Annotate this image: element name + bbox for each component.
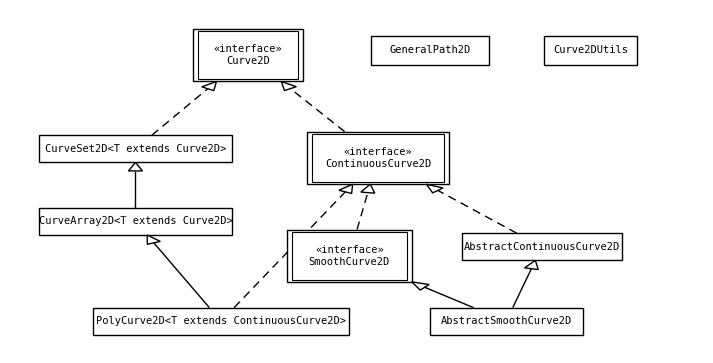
Bar	[93, 307, 349, 335]
Text: CurveArray2D<T extends Curve2D>: CurveArray2D<T extends Curve2D>	[39, 216, 232, 227]
Text: «interface»
ContinuousCurve2D: «interface» ContinuousCurve2D	[324, 147, 431, 169]
Bar	[462, 233, 622, 261]
Text: PolyCurve2D<T extends ContinuousCurve2D>: PolyCurve2D<T extends ContinuousCurve2D>	[96, 316, 346, 326]
Text: GeneralPath2D: GeneralPath2D	[389, 45, 471, 55]
Bar	[193, 29, 303, 82]
Bar	[312, 134, 444, 182]
Bar	[292, 232, 406, 280]
Bar	[307, 132, 449, 184]
Bar	[39, 208, 232, 235]
Bar	[429, 307, 583, 335]
Bar	[198, 31, 298, 79]
Bar	[544, 36, 637, 65]
Bar	[287, 230, 411, 282]
Text: «interface»
Curve2D: «interface» Curve2D	[214, 44, 282, 66]
Text: CurveSet2D<T extends Curve2D>: CurveSet2D<T extends Curve2D>	[45, 144, 226, 154]
Bar	[371, 36, 489, 65]
Text: Curve2DUtils: Curve2DUtils	[553, 45, 628, 55]
Text: AbstractSmoothCurve2D: AbstractSmoothCurve2D	[441, 316, 572, 326]
Text: AbstractContinuousCurve2D: AbstractContinuousCurve2D	[463, 242, 620, 252]
Bar	[39, 135, 232, 163]
Text: «interface»
SmoothCurve2D: «interface» SmoothCurve2D	[309, 245, 390, 267]
